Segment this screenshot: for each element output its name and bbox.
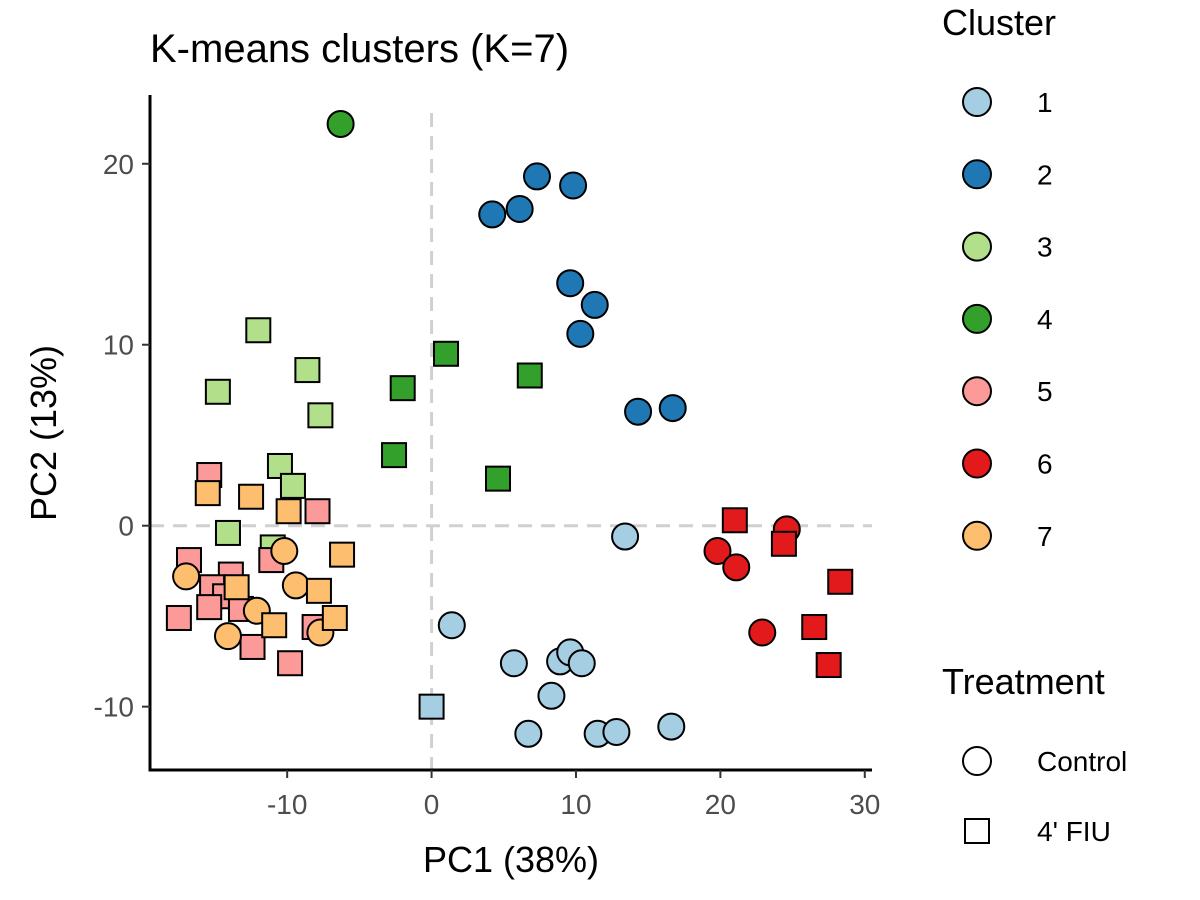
point-circle-cluster-2 — [559, 171, 588, 200]
point-circle-cluster-2 — [566, 319, 595, 348]
cluster-legend-items: 1 2 3 4 5 6 7 — [962, 87, 1053, 552]
point-square-cluster-3 — [245, 317, 272, 344]
x-tick-label: 20 — [705, 789, 736, 820]
point-square-cluster-7 — [329, 541, 356, 568]
point-circle-cluster-2 — [624, 397, 653, 426]
point-square-cluster-1 — [418, 693, 445, 720]
legend-key-cluster-5 — [962, 376, 992, 407]
point-circle-cluster-1 — [514, 719, 543, 748]
treatment-legend-title: Treatment — [942, 661, 1105, 702]
legend-key-cluster-3 — [962, 231, 992, 262]
legend-label-treatment: 4' FIU — [1037, 816, 1111, 847]
x-axis-title: PC1 (38%) — [423, 839, 599, 880]
y-axis-title: PC2 (13%) — [23, 345, 64, 521]
legend-key-cluster-7 — [962, 520, 992, 551]
point-square-cluster-5 — [304, 498, 331, 525]
point-square-cluster-6 — [815, 652, 842, 679]
legend-label-cluster-6: 6 — [1037, 449, 1053, 480]
point-square-cluster-3 — [279, 472, 306, 499]
point-square-cluster-3 — [204, 378, 231, 405]
x-tick-label: -10 — [267, 789, 307, 820]
y-axis-ticks: -10 0 10 20 — [94, 149, 150, 723]
point-square-cluster-6 — [827, 568, 854, 595]
point-square-cluster-4 — [485, 465, 512, 492]
cluster-legend-title: Cluster — [942, 2, 1056, 43]
x-tick-label: 10 — [560, 789, 591, 820]
legend-label-cluster-2: 2 — [1037, 159, 1053, 190]
point-square-cluster-4 — [381, 442, 408, 469]
point-circle-cluster-6 — [748, 618, 777, 647]
y-tick-label: 0 — [118, 511, 134, 542]
legend-key-circle — [962, 746, 992, 776]
legend-key-cluster-4 — [962, 303, 992, 334]
legend-label-cluster-3: 3 — [1037, 232, 1053, 263]
point-square-cluster-7 — [238, 483, 265, 510]
point-square-cluster-7 — [194, 480, 221, 507]
legend: Cluster 1 2 3 4 5 6 7 Treatment Control 4' FIU — [942, 2, 1127, 847]
legend-key-cluster-2 — [962, 159, 992, 190]
x-tick-label: 30 — [849, 789, 880, 820]
point-circle-cluster-1 — [657, 712, 686, 741]
point-circle-cluster-1 — [499, 649, 528, 678]
point-circle-cluster-1 — [567, 649, 596, 678]
point-square-cluster-3 — [307, 402, 334, 429]
y-tick-label: -10 — [94, 692, 134, 723]
point-circle-cluster-6 — [722, 553, 751, 582]
point-circle-cluster-2 — [522, 162, 551, 191]
point-square-cluster-4 — [389, 375, 416, 402]
reference-lines — [150, 113, 872, 770]
point-square-cluster-6 — [770, 530, 797, 557]
point-circle-cluster-1 — [437, 611, 466, 640]
y-tick-label: 10 — [103, 330, 134, 361]
point-circle-cluster-2 — [658, 394, 687, 423]
point-square-cluster-7 — [261, 612, 288, 639]
point-circle-cluster-1 — [611, 522, 640, 551]
legend-label-cluster-7: 7 — [1037, 521, 1053, 552]
x-axis-ticks: -10 0 10 20 30 — [267, 770, 880, 820]
point-circle-cluster-2 — [478, 200, 507, 229]
legend-key-cluster-1 — [962, 87, 992, 117]
point-square-cluster-6 — [801, 614, 828, 641]
legend-key-cluster-6 — [962, 448, 992, 479]
point-square-cluster-4 — [516, 362, 543, 389]
chart-title: K-means clusters (K=7) — [150, 27, 569, 71]
plot-area: -10 0 10 20 30 -10 0 10 20 — [94, 95, 880, 820]
point-circle-cluster-1 — [537, 681, 566, 710]
point-circle-cluster-4 — [326, 109, 355, 138]
point-square-cluster-7 — [275, 498, 302, 525]
point-circle-cluster-2 — [556, 269, 585, 298]
legend-label-cluster-1: 1 — [1037, 87, 1053, 118]
point-circle-cluster-1 — [602, 717, 631, 746]
point-square-cluster-5 — [277, 650, 304, 677]
point-square-cluster-7 — [321, 604, 348, 631]
point-square-cluster-4 — [433, 340, 460, 367]
point-square-cluster-7 — [305, 577, 332, 604]
point-circle-cluster-7 — [270, 537, 299, 566]
point-square-cluster-3 — [214, 519, 241, 546]
point-circle-cluster-2 — [505, 195, 534, 224]
y-tick-label: 20 — [103, 149, 134, 180]
legend-label-cluster-5: 5 — [1037, 376, 1053, 407]
point-square-cluster-5 — [239, 633, 266, 660]
point-square-cluster-7 — [223, 574, 250, 601]
point-circle-cluster-6 — [703, 537, 732, 566]
point-square-cluster-5 — [196, 594, 223, 621]
point-circle-cluster-7 — [213, 622, 242, 651]
point-circle-cluster-2 — [580, 290, 609, 319]
point-square-cluster-5 — [165, 604, 192, 631]
legend-key-square — [964, 818, 990, 844]
point-square-cluster-3 — [294, 357, 321, 384]
legend-label-treatment: Control — [1037, 746, 1127, 777]
treatment-legend-items: Control 4' FIU — [962, 746, 1127, 847]
x-tick-label: 0 — [424, 789, 440, 820]
legend-label-cluster-4: 4 — [1037, 304, 1053, 335]
data-points — [165, 109, 854, 748]
point-circle-cluster-7 — [172, 562, 201, 591]
point-circle-cluster-7 — [281, 571, 310, 600]
point-square-cluster-6 — [721, 507, 748, 534]
